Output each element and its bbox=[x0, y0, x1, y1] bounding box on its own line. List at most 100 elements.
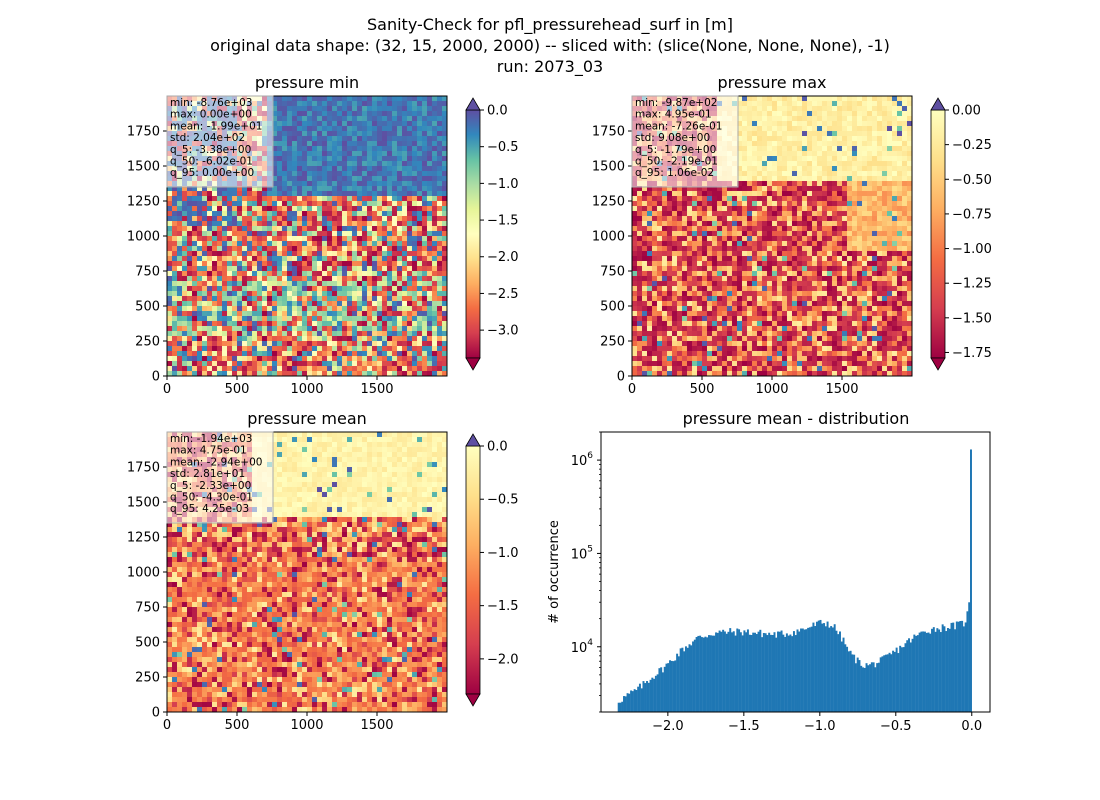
heatmap-cell bbox=[642, 256, 648, 262]
heatmap-cell bbox=[192, 221, 198, 227]
heatmap-cell bbox=[252, 201, 258, 207]
heatmap-cell bbox=[327, 296, 333, 302]
heatmap-cell bbox=[742, 136, 748, 142]
heatmap-cell bbox=[177, 186, 183, 192]
heatmap-cell bbox=[767, 251, 773, 257]
heatmap-cell bbox=[747, 141, 753, 147]
heatmap-cell bbox=[347, 276, 353, 282]
heatmap-cell bbox=[352, 311, 358, 317]
heatmap-cell bbox=[362, 371, 368, 377]
heatmap-cell bbox=[752, 221, 758, 227]
heatmap-cell bbox=[257, 236, 263, 242]
heatmap-cell bbox=[442, 116, 448, 122]
heatmap-cell bbox=[867, 236, 873, 242]
heatmap-cell bbox=[832, 131, 838, 137]
heatmap-cell bbox=[342, 206, 348, 212]
heatmap-cell bbox=[787, 246, 793, 252]
heatmap-cell bbox=[202, 266, 208, 272]
heatmap-cell bbox=[262, 336, 268, 342]
heatmap-cell bbox=[292, 341, 298, 347]
heatmap-cell bbox=[187, 316, 193, 322]
heatmap-cell bbox=[442, 231, 448, 237]
heatmap-cell bbox=[257, 266, 263, 272]
heatmap-cell bbox=[657, 201, 663, 207]
heatmap-cell bbox=[332, 246, 338, 252]
heatmap-cell bbox=[232, 316, 238, 322]
heatmap-cell bbox=[697, 226, 703, 232]
heatmap-cell bbox=[342, 241, 348, 247]
heatmap-cell bbox=[257, 226, 263, 232]
heatmap-cell bbox=[437, 176, 443, 182]
heatmap-cell bbox=[872, 246, 878, 252]
heatmap-cell bbox=[802, 181, 808, 187]
heatmap-cell bbox=[442, 201, 448, 207]
heatmap-cell bbox=[797, 111, 803, 117]
heatmap-cell bbox=[807, 141, 813, 147]
heatmap-cell bbox=[767, 101, 773, 107]
heatmap-cell bbox=[737, 141, 743, 147]
heatmap-cell bbox=[202, 251, 208, 257]
heatmap-cell bbox=[852, 141, 858, 147]
heatmap-cell bbox=[337, 186, 343, 192]
heatmap-cell bbox=[312, 216, 318, 222]
heatmap-cell bbox=[372, 366, 378, 372]
heatmap-cell bbox=[402, 311, 408, 317]
heatmap-cell bbox=[757, 216, 763, 222]
heatmap-cell bbox=[377, 301, 383, 307]
heatmap-cell bbox=[272, 156, 278, 162]
heatmap-cell bbox=[352, 226, 358, 232]
heatmap-cell bbox=[347, 301, 353, 307]
heatmap-cell bbox=[267, 206, 273, 212]
heatmap-cell bbox=[867, 96, 873, 102]
heatmap-cell bbox=[382, 246, 388, 252]
heatmap-cell bbox=[277, 231, 283, 237]
heatmap-cell bbox=[327, 341, 333, 347]
heatmap-cell bbox=[862, 226, 868, 232]
heatmap-cell bbox=[267, 351, 273, 357]
heatmap-cell bbox=[297, 316, 303, 322]
heatmap-cell bbox=[362, 366, 368, 372]
heatmap-cell bbox=[327, 251, 333, 257]
heatmap-cell bbox=[687, 206, 693, 212]
heatmap-cell bbox=[762, 176, 768, 182]
heatmap-cell bbox=[877, 161, 883, 167]
heatmap-cell bbox=[407, 281, 413, 287]
heatmap-cell bbox=[202, 191, 208, 197]
heatmap-cell bbox=[237, 316, 243, 322]
heatmap-cell bbox=[302, 161, 308, 167]
heatmap-cell bbox=[437, 121, 443, 127]
heatmap-cell bbox=[282, 211, 288, 217]
heatmap-cell bbox=[307, 166, 313, 172]
heatmap-cell bbox=[412, 201, 418, 207]
heatmap-cell bbox=[707, 241, 713, 247]
heatmap-cell bbox=[307, 256, 313, 262]
heatmap-cell bbox=[647, 241, 653, 247]
heatmap-cell bbox=[332, 106, 338, 112]
heatmap-cell bbox=[632, 236, 638, 242]
heatmap-cell bbox=[727, 226, 733, 232]
heatmap-cell bbox=[347, 351, 353, 357]
heatmap-cell bbox=[387, 106, 393, 112]
heatmap-cell bbox=[332, 156, 338, 162]
heatmap-cell bbox=[382, 146, 388, 152]
heatmap-cell bbox=[392, 221, 398, 227]
heatmap-cell bbox=[322, 346, 328, 352]
heatmap-cell bbox=[327, 166, 333, 172]
heatmap-cell bbox=[262, 286, 268, 292]
heatmap-cell bbox=[897, 131, 903, 137]
heatmap-cell bbox=[317, 236, 323, 242]
heatmap-cell bbox=[187, 206, 193, 212]
heatmap-cell bbox=[427, 351, 433, 357]
heatmap-cell bbox=[202, 361, 208, 367]
heatmap-cell bbox=[342, 286, 348, 292]
heatmap-cell bbox=[827, 181, 833, 187]
heatmap-cell bbox=[207, 326, 213, 332]
heatmap-cell bbox=[377, 291, 383, 297]
heatmap-cell bbox=[667, 236, 673, 242]
heatmap-cell bbox=[257, 241, 263, 247]
heatmap-cell bbox=[772, 146, 778, 152]
heatmap-cell bbox=[307, 331, 313, 337]
heatmap-cell bbox=[757, 96, 763, 102]
heatmap-cell bbox=[192, 366, 198, 372]
heatmap-cell bbox=[372, 361, 378, 367]
